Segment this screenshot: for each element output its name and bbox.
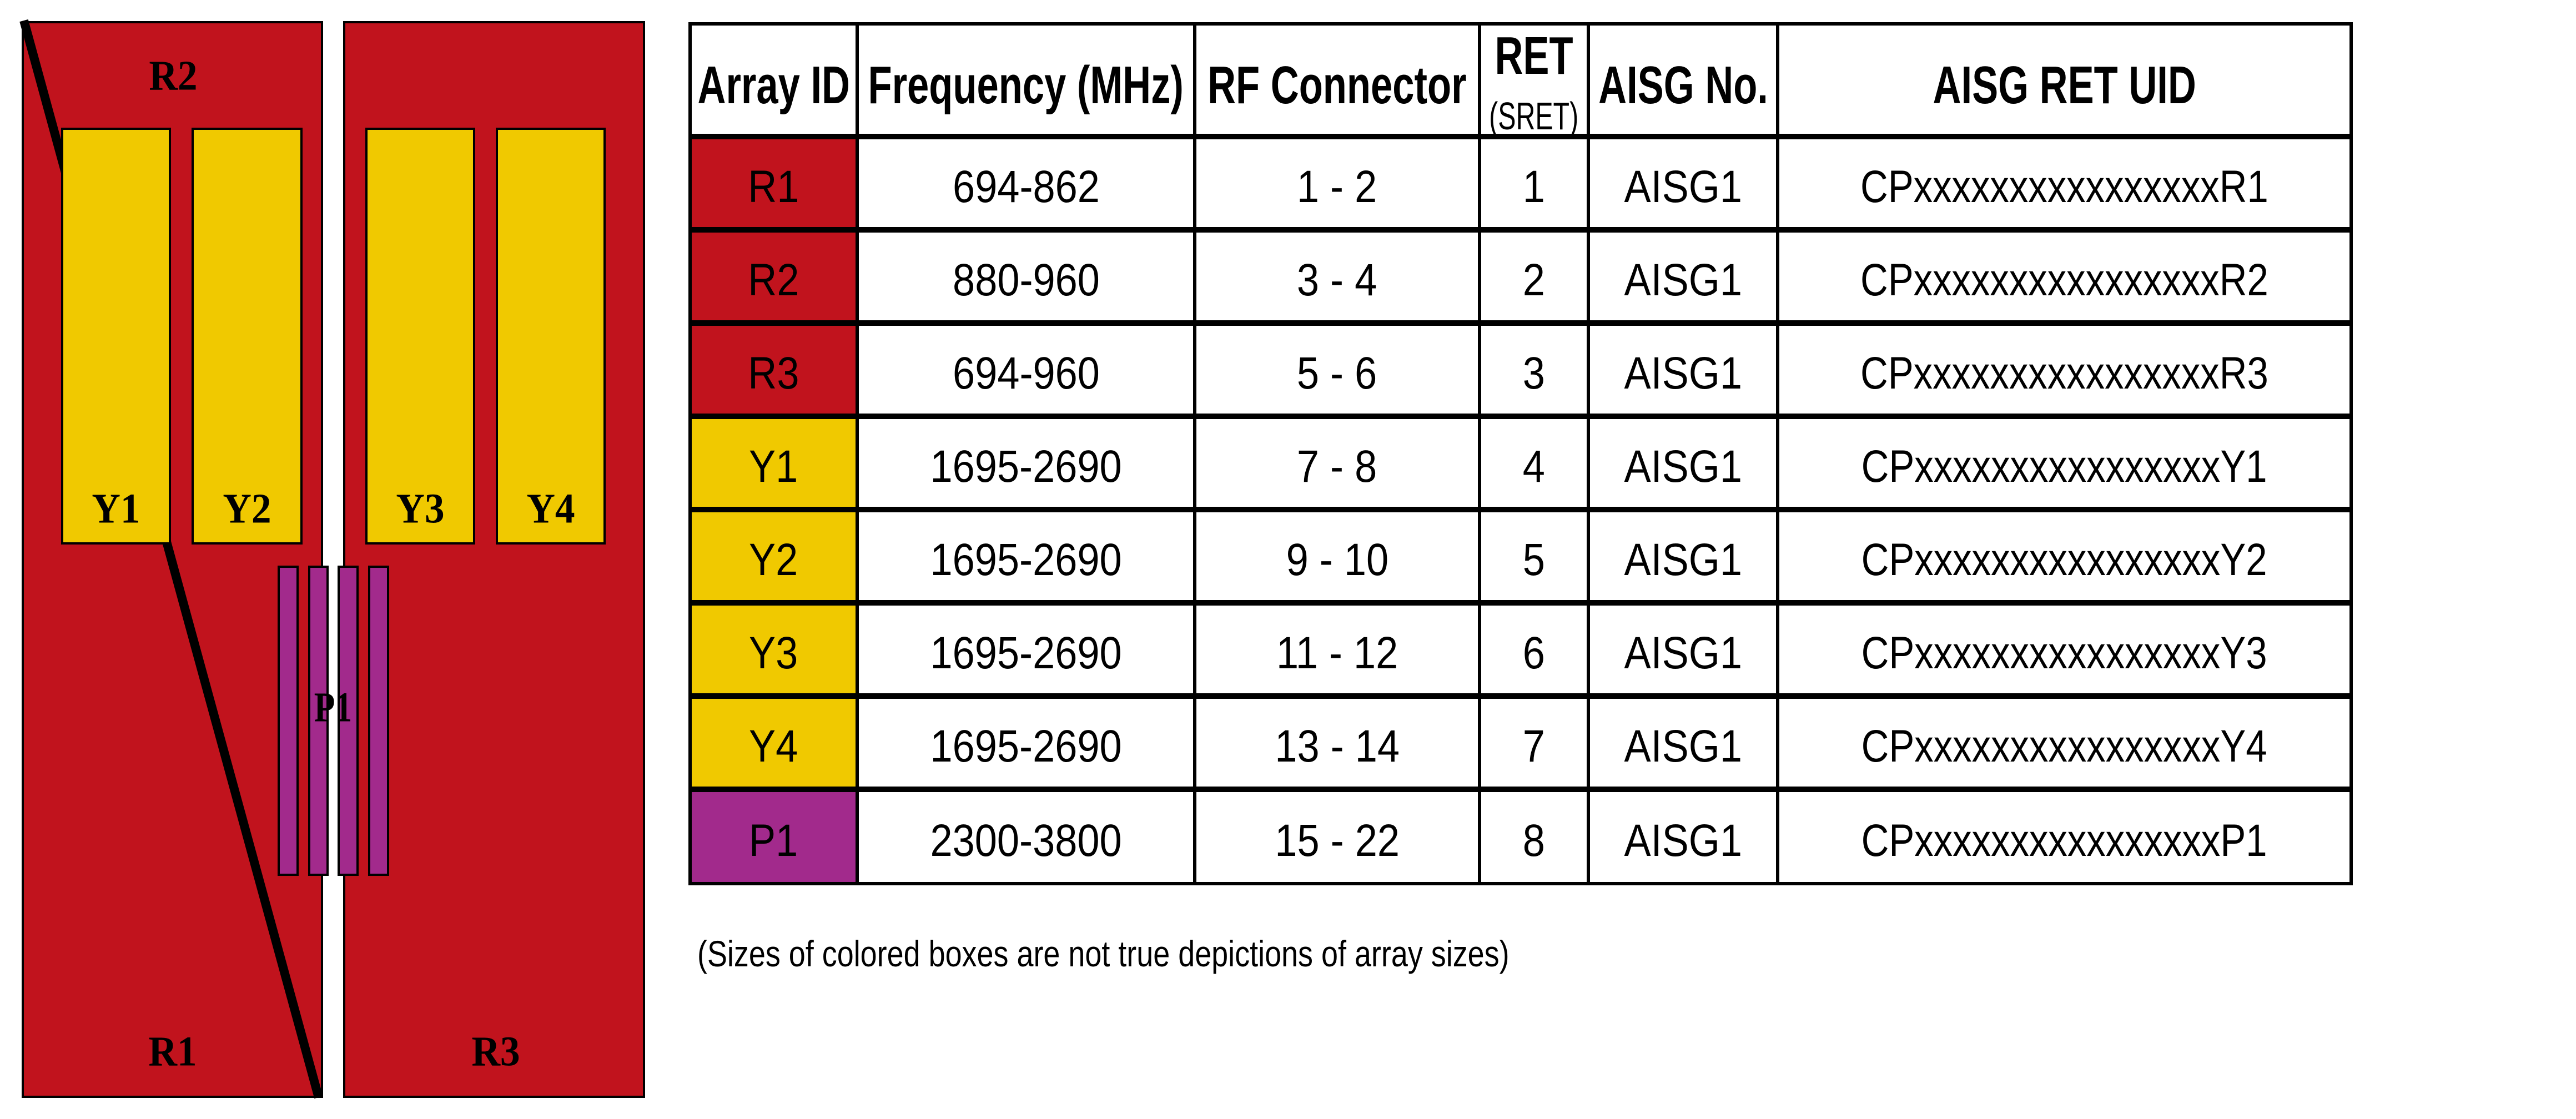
- cell-rf-connector-y3: 11 - 12: [1196, 606, 1478, 693]
- header-ret: RET (SRET): [1481, 26, 1587, 138]
- cell-aisg-no-r2: AISG1: [1590, 233, 1776, 320]
- cell-ret-y1: 4: [1481, 419, 1587, 507]
- cell-ret-p1: 8: [1481, 792, 1587, 882]
- header-ret-sub: (SRET): [1489, 94, 1579, 138]
- yellow-array-box-y3: [365, 128, 475, 545]
- cell-array-id-y2: Y2: [692, 512, 856, 600]
- yellow-array-box-y2: [192, 128, 303, 545]
- cell-frequency-y4: 1695-2690: [859, 699, 1193, 787]
- array-label-y4: Y4: [526, 485, 575, 532]
- purple-array-bar-4: [368, 566, 389, 876]
- cell-aisg-no-p1: AISG1: [1590, 792, 1776, 882]
- cell-array-id-r1: R1: [692, 139, 856, 227]
- cell-aisg-no-y1: AISG1: [1590, 419, 1776, 507]
- cell-frequency-r3: 694-960: [859, 326, 1193, 414]
- panel-label-r3: R3: [471, 1028, 520, 1075]
- cell-aisg-no-r3: AISG1: [1590, 326, 1776, 414]
- cell-aisg-ret-uid-y1: CPxxxxxxxxxxxxxxxxY1: [1779, 419, 2349, 507]
- header-aisg-ret-uid: AISG RET UID: [1779, 26, 2349, 134]
- cell-ret-y4: 7: [1481, 699, 1587, 787]
- cell-ret-r2: 2: [1481, 233, 1587, 320]
- cell-aisg-ret-uid-r1: CPxxxxxxxxxxxxxxxxR1: [1779, 139, 2349, 227]
- cell-rf-connector-y4: 13 - 14: [1196, 699, 1478, 787]
- cell-aisg-ret-uid-y3: CPxxxxxxxxxxxxxxxxY3: [1779, 606, 2349, 693]
- header-aisg-no: AISG No.: [1590, 26, 1776, 134]
- cell-frequency-y3: 1695-2690: [859, 606, 1193, 693]
- cell-rf-connector-y2: 9 - 10: [1196, 512, 1478, 600]
- cell-aisg-ret-uid-y2: CPxxxxxxxxxxxxxxxxY2: [1779, 512, 2349, 600]
- cell-frequency-r1: 694-862: [859, 139, 1193, 227]
- cell-frequency-y2: 1695-2690: [859, 512, 1193, 600]
- cell-ret-y2: 5: [1481, 512, 1587, 600]
- cell-aisg-no-y3: AISG1: [1590, 606, 1776, 693]
- cell-rf-connector-y1: 7 - 8: [1196, 419, 1478, 507]
- cell-rf-connector-p1: 15 - 22: [1196, 792, 1478, 882]
- cell-array-id-y1: Y1: [692, 419, 856, 507]
- cell-rf-connector-r3: 5 - 6: [1196, 326, 1478, 414]
- panel-label-r1: R1: [148, 1028, 197, 1075]
- array-label-y2: Y2: [223, 485, 271, 532]
- cell-ret-y3: 6: [1481, 606, 1587, 693]
- cell-aisg-no-y4: AISG1: [1590, 699, 1776, 787]
- yellow-array-box-y1: [61, 128, 171, 545]
- cell-rf-connector-r1: 1 - 2: [1196, 139, 1478, 227]
- cell-aisg-no-y2: AISG1: [1590, 512, 1776, 600]
- header-array-id: Array ID: [692, 26, 856, 134]
- cell-aisg-no-r1: AISG1: [1590, 139, 1776, 227]
- cell-array-id-r3: R3: [692, 326, 856, 414]
- purple-array-bar-1: [278, 566, 299, 876]
- cell-array-id-y4: Y4: [692, 699, 856, 787]
- cell-array-id-y3: Y3: [692, 606, 856, 693]
- array-label-y1: Y1: [92, 485, 140, 532]
- array-label-p1: P1: [314, 684, 353, 731]
- cell-frequency-y1: 1695-2690: [859, 419, 1193, 507]
- cell-frequency-p1: 2300-3800: [859, 792, 1193, 882]
- cell-array-id-p1: P1: [692, 792, 856, 882]
- array-spec-table: Array ID Frequency (MHz) RF Connector RE…: [688, 22, 2353, 885]
- cell-aisg-ret-uid-r2: CPxxxxxxxxxxxxxxxxR2: [1779, 233, 2349, 320]
- footnote: (Sizes of colored boxes are not true dep…: [697, 933, 1510, 974]
- panel-label-r2: R2: [149, 52, 198, 99]
- cell-aisg-ret-uid-p1: CPxxxxxxxxxxxxxxxxP1: [1779, 792, 2349, 882]
- array-label-y3: Y3: [396, 485, 445, 532]
- cell-frequency-r2: 880-960: [859, 233, 1193, 320]
- header-frequency: Frequency (MHz): [859, 26, 1193, 134]
- cell-ret-r1: 1: [1481, 139, 1587, 227]
- header-ret-main: RET: [1495, 26, 1573, 85]
- cell-rf-connector-r2: 3 - 4: [1196, 233, 1478, 320]
- cell-ret-r3: 3: [1481, 326, 1587, 414]
- cell-aisg-ret-uid-r3: CPxxxxxxxxxxxxxxxxR3: [1779, 326, 2349, 414]
- purple-array-bar-3: [338, 566, 359, 876]
- yellow-array-box-y4: [496, 128, 606, 545]
- cell-array-id-r2: R2: [692, 233, 856, 320]
- header-rf-connector: RF Connector: [1196, 26, 1478, 134]
- cell-aisg-ret-uid-y4: CPxxxxxxxxxxxxxxxxY4: [1779, 699, 2349, 787]
